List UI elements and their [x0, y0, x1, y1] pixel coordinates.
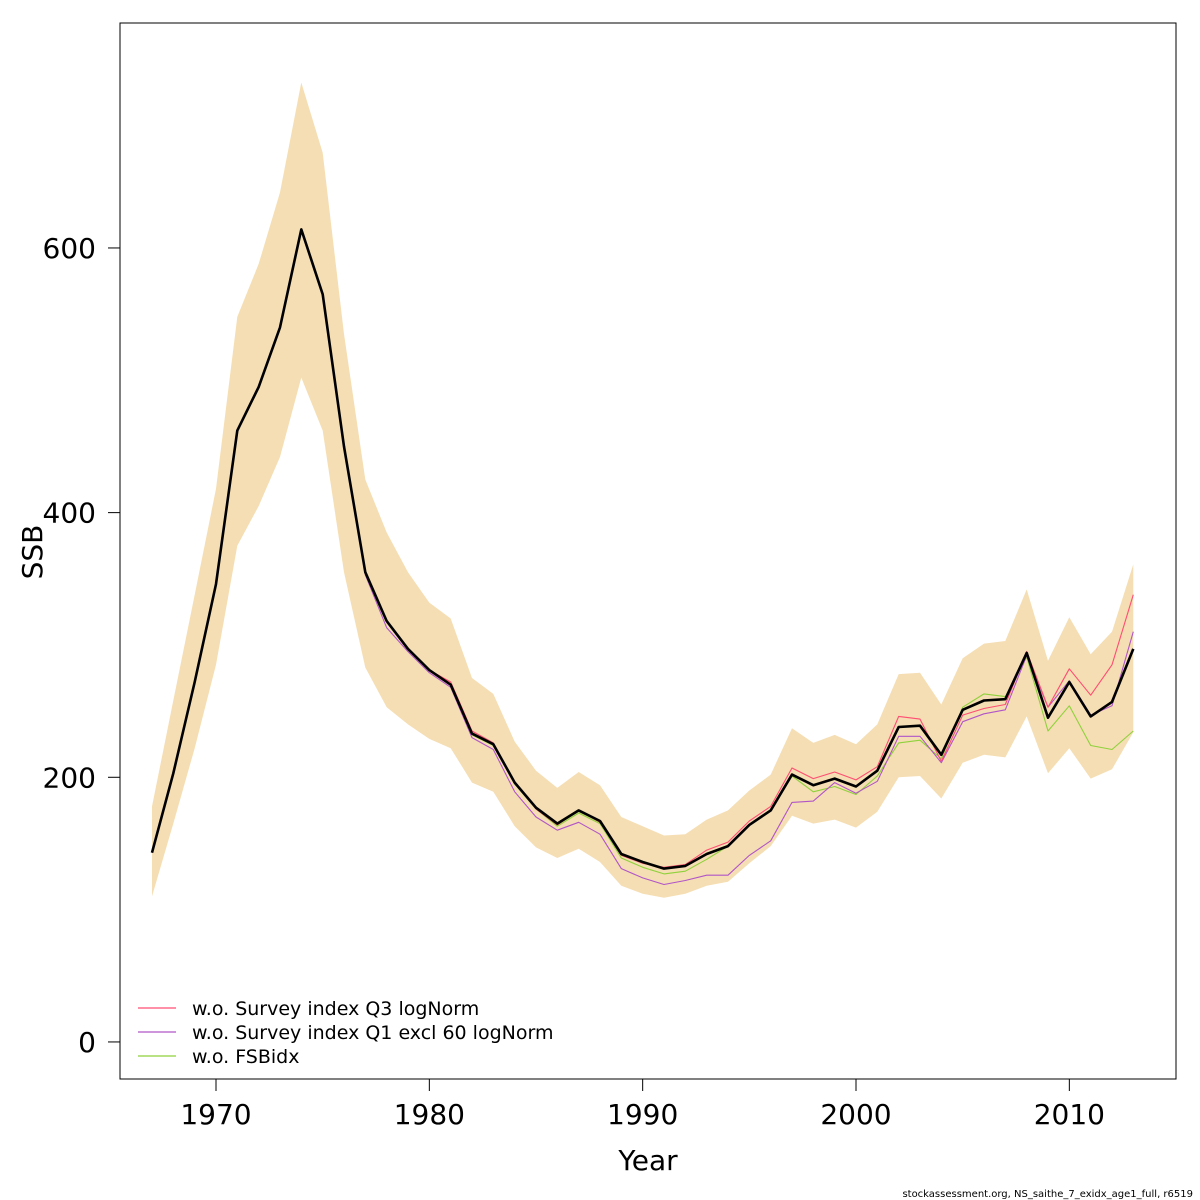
x-axis: 1970 1980 1990 2000 2010	[180, 1078, 1105, 1131]
legend-label-q1: w.o. Survey index Q1 excl 60 logNorm	[192, 1022, 553, 1044]
y-axis: 0 200 400 600	[43, 232, 121, 1059]
y-tick-label: 400	[43, 497, 96, 530]
y-tick-label: 0	[78, 1026, 96, 1059]
series-lines-layer	[150, 228, 1135, 886]
x-tick-label: 1970	[180, 1098, 251, 1131]
x-tick-label: 1980	[394, 1098, 465, 1131]
x-tick-label: 1990	[607, 1098, 678, 1131]
y-axis-title: SSB	[16, 525, 49, 580]
x-axis-title: Year	[617, 1144, 678, 1177]
confidence-band	[152, 82, 1134, 898]
legend-label-q3: w.o. Survey index Q3 logNorm	[192, 998, 479, 1020]
confidence-band-layer	[152, 82, 1134, 898]
x-tick-label: 2000	[820, 1098, 891, 1131]
plot-frame	[119, 22, 1177, 1080]
x-tick-label: 2010	[1034, 1098, 1105, 1131]
legend-label-fsb: w.o. FSBidx	[192, 1046, 299, 1068]
y-tick-label: 200	[43, 761, 96, 794]
caption: stockassessment.org, NS_saithe_7_exidx_a…	[902, 1189, 1193, 1200]
y-tick-label: 600	[43, 232, 96, 265]
series-line-base	[150, 228, 1135, 870]
